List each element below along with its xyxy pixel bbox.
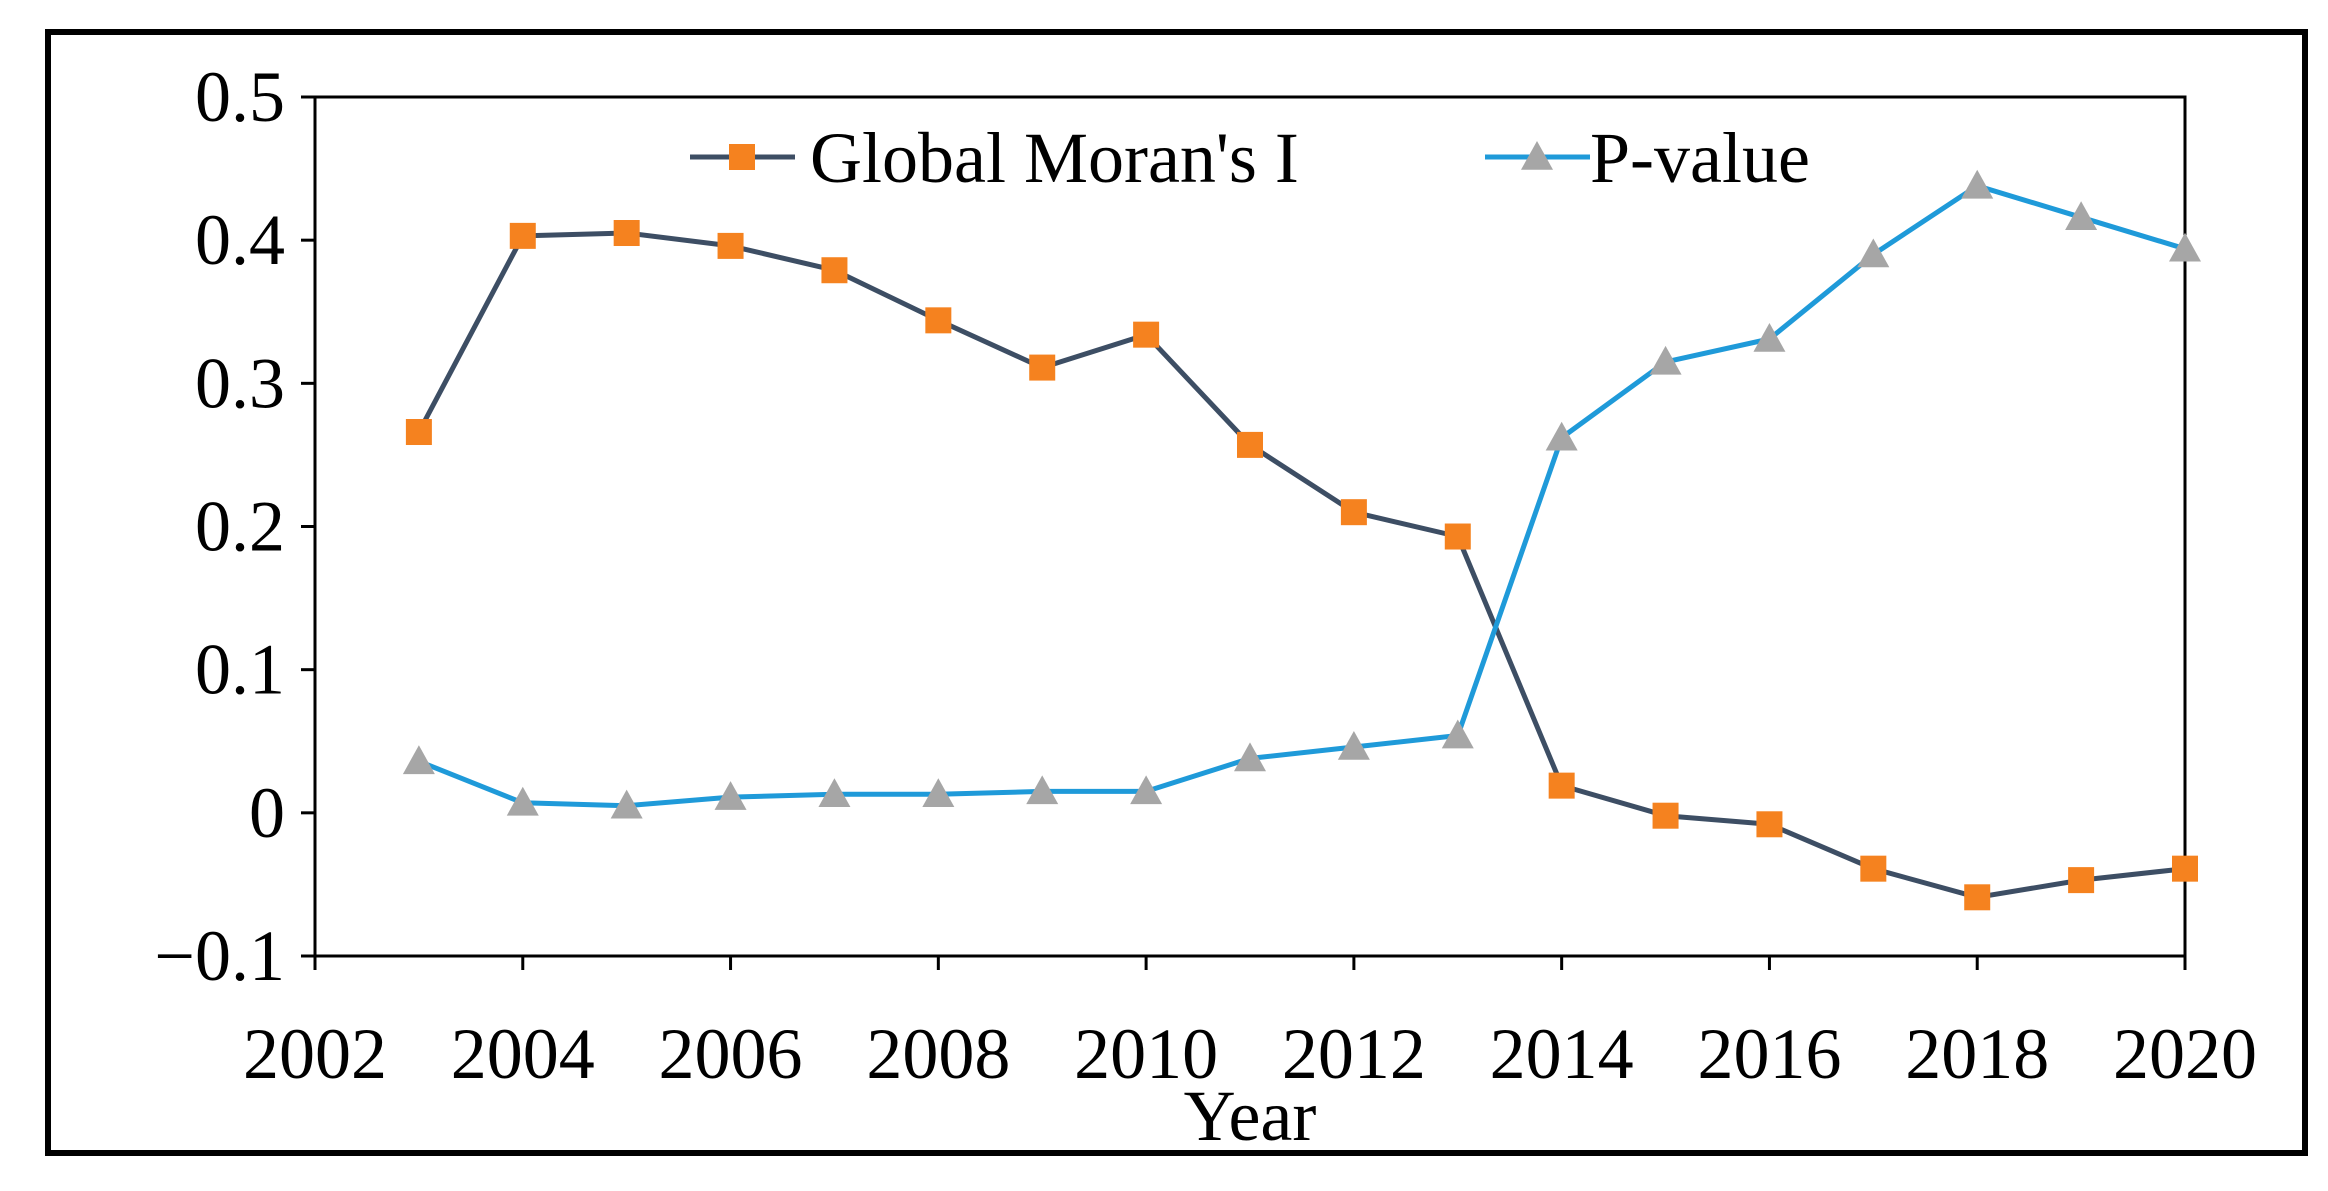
data-point-morans-i (1548, 772, 1575, 799)
data-point-p-value (2169, 232, 2201, 262)
data-point-p-value (1441, 719, 1474, 749)
y-tick-label: 0.3 (195, 343, 285, 423)
data-point-morans-i (1340, 499, 1367, 526)
data-point-morans-i (613, 220, 640, 247)
data-point-p-value (610, 789, 643, 819)
series-line-p-value (417, 183, 2186, 809)
x-tick-label: 2012 (1282, 1014, 1426, 1094)
legend-label: P-value (1590, 118, 1810, 198)
data-point-p-value (1234, 742, 1266, 772)
data-point-morans-i (821, 257, 848, 284)
x-axis: 2002 2004 2006 2008 2010 2012 2014 2016 2018 2020 (243, 956, 2257, 1094)
figure-border (45, 29, 2308, 1156)
x-tick-label: 2010 (1074, 1014, 1218, 1094)
x-tick-label: 2002 (243, 1014, 387, 1094)
data-point-p-value (1961, 169, 1994, 199)
legend: Global Moran's I P-value (690, 118, 1810, 198)
data-point-p-value (1026, 775, 1059, 805)
data-point-morans-i (1756, 811, 1783, 838)
data-point-p-value (2065, 201, 2098, 231)
data-point-p-value (818, 778, 851, 808)
data-point-p-value (1857, 238, 1890, 268)
data-point-morans-i (405, 419, 432, 446)
data-point-morans-i (1029, 354, 1056, 381)
data-point-p-value (506, 786, 539, 816)
data-point-p-value (1753, 322, 1786, 352)
legend-marker (729, 144, 755, 170)
legend-marker (1521, 141, 1553, 170)
data-point-p-value (402, 745, 435, 775)
series-line-morans-i (416, 230, 2186, 900)
x-axis-title: Year (1184, 1076, 1317, 1156)
x-tick-label: 2008 (866, 1014, 1010, 1094)
y-tick-label: 0.4 (195, 200, 285, 280)
series-p-value (402, 169, 2201, 819)
data-point-morans-i (1237, 431, 1263, 458)
x-tick-label: 2020 (2113, 1014, 2257, 1094)
series-morans-i (405, 220, 2198, 911)
data-point-morans-i (1652, 802, 1679, 829)
data-point-morans-i (2068, 867, 2095, 894)
y-tick-label: 0.2 (195, 487, 285, 567)
y-tick-label: −0.1 (154, 916, 285, 996)
y-tick-label: 0.1 (195, 630, 285, 710)
x-tick-label: 2006 (659, 1014, 803, 1094)
y-tick-label: 0 (249, 773, 285, 853)
data-point-morans-i (1133, 321, 1160, 348)
x-tick-label: 2014 (1490, 1014, 1634, 1094)
legend-item-morans-i: Global Moran's I (690, 118, 1299, 198)
x-tick-label: 2018 (1905, 1014, 2049, 1094)
y-tick-label: 0.5 (195, 57, 285, 137)
data-point-p-value (1130, 775, 1163, 805)
series-layer (402, 169, 2201, 911)
data-point-morans-i (1444, 523, 1471, 550)
data-point-morans-i (1964, 884, 1991, 911)
data-point-morans-i (717, 232, 744, 259)
data-point-morans-i (1860, 855, 1887, 882)
legend-item-p-value: P-value (1485, 118, 1810, 198)
legend-label: Global Moran's I (810, 118, 1299, 198)
data-point-morans-i (509, 222, 536, 249)
data-point-p-value (1337, 730, 1370, 760)
data-point-p-value (1545, 421, 1578, 451)
data-point-p-value (922, 778, 955, 808)
x-tick-label: 2016 (1697, 1014, 1841, 1094)
y-axis: −0.1 0 0.1 0.2 0.3 0.4 0.5 (154, 57, 315, 996)
data-point-p-value (1649, 345, 1682, 375)
data-point-morans-i (925, 307, 952, 334)
data-point-p-value (714, 781, 747, 810)
x-tick-label: 2004 (451, 1014, 595, 1094)
data-point-morans-i (2172, 855, 2198, 882)
